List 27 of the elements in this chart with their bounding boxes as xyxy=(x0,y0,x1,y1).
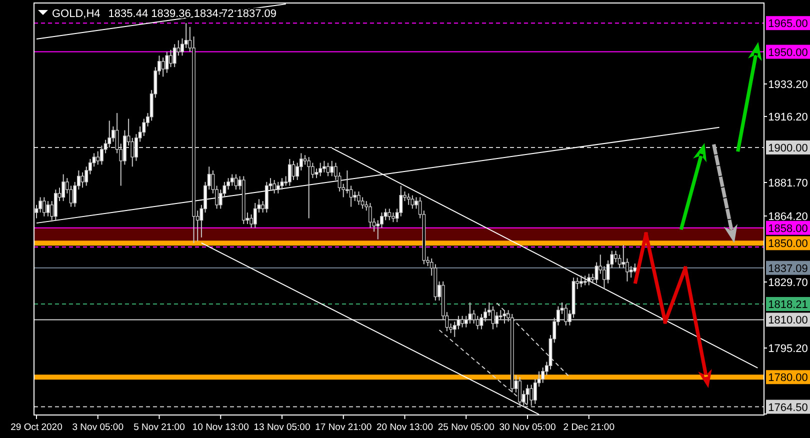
ref-line-label: 1950.00 xyxy=(768,46,808,59)
ref-line-label: 1764.50 xyxy=(768,402,808,414)
x-tick-label: 30 Nov 05:00 xyxy=(499,422,556,433)
ref-line-label: 1810.00 xyxy=(768,314,808,327)
x-tick-label: 3 Nov 05:00 xyxy=(72,422,124,433)
x-tick-label: 20 Nov 13:00 xyxy=(376,422,434,433)
x-tick-label: 2 Dec 21:00 xyxy=(563,422,614,433)
ref-line-label: 1837.09 xyxy=(768,262,808,275)
y-tick-label: 1933.20 xyxy=(768,78,808,91)
y-tick-label: 1881.70 xyxy=(768,177,808,190)
x-tick-label: 17 Nov 21:00 xyxy=(315,422,372,433)
ref-line-label: 1965.00 xyxy=(768,18,808,30)
x-tick-label: 29 Oct 2020 xyxy=(10,422,62,433)
x-tick-label: 25 Nov 05:00 xyxy=(438,422,494,433)
ref-line-label: 1900.00 xyxy=(768,142,808,154)
y-tick-label: 1864.20 xyxy=(768,210,808,223)
y-tick-label: 1916.20 xyxy=(768,111,808,124)
y-tick-label: 1829.70 xyxy=(768,277,808,290)
ref-line-label: 1818.21 xyxy=(768,298,808,311)
ref-line-label: 1780.00 xyxy=(768,372,808,384)
ref-line-label: 1858.00 xyxy=(768,222,808,235)
ref-line-label: 1850.00 xyxy=(768,238,808,250)
x-tick-label: 10 Nov 13:00 xyxy=(192,422,249,433)
y-tick-label: 1795.20 xyxy=(768,343,808,356)
x-tick-label: 5 Nov 21:00 xyxy=(134,422,185,433)
x-tick-label: 13 Nov 05:00 xyxy=(254,422,310,433)
text: GOLD,H4 xyxy=(52,8,100,20)
